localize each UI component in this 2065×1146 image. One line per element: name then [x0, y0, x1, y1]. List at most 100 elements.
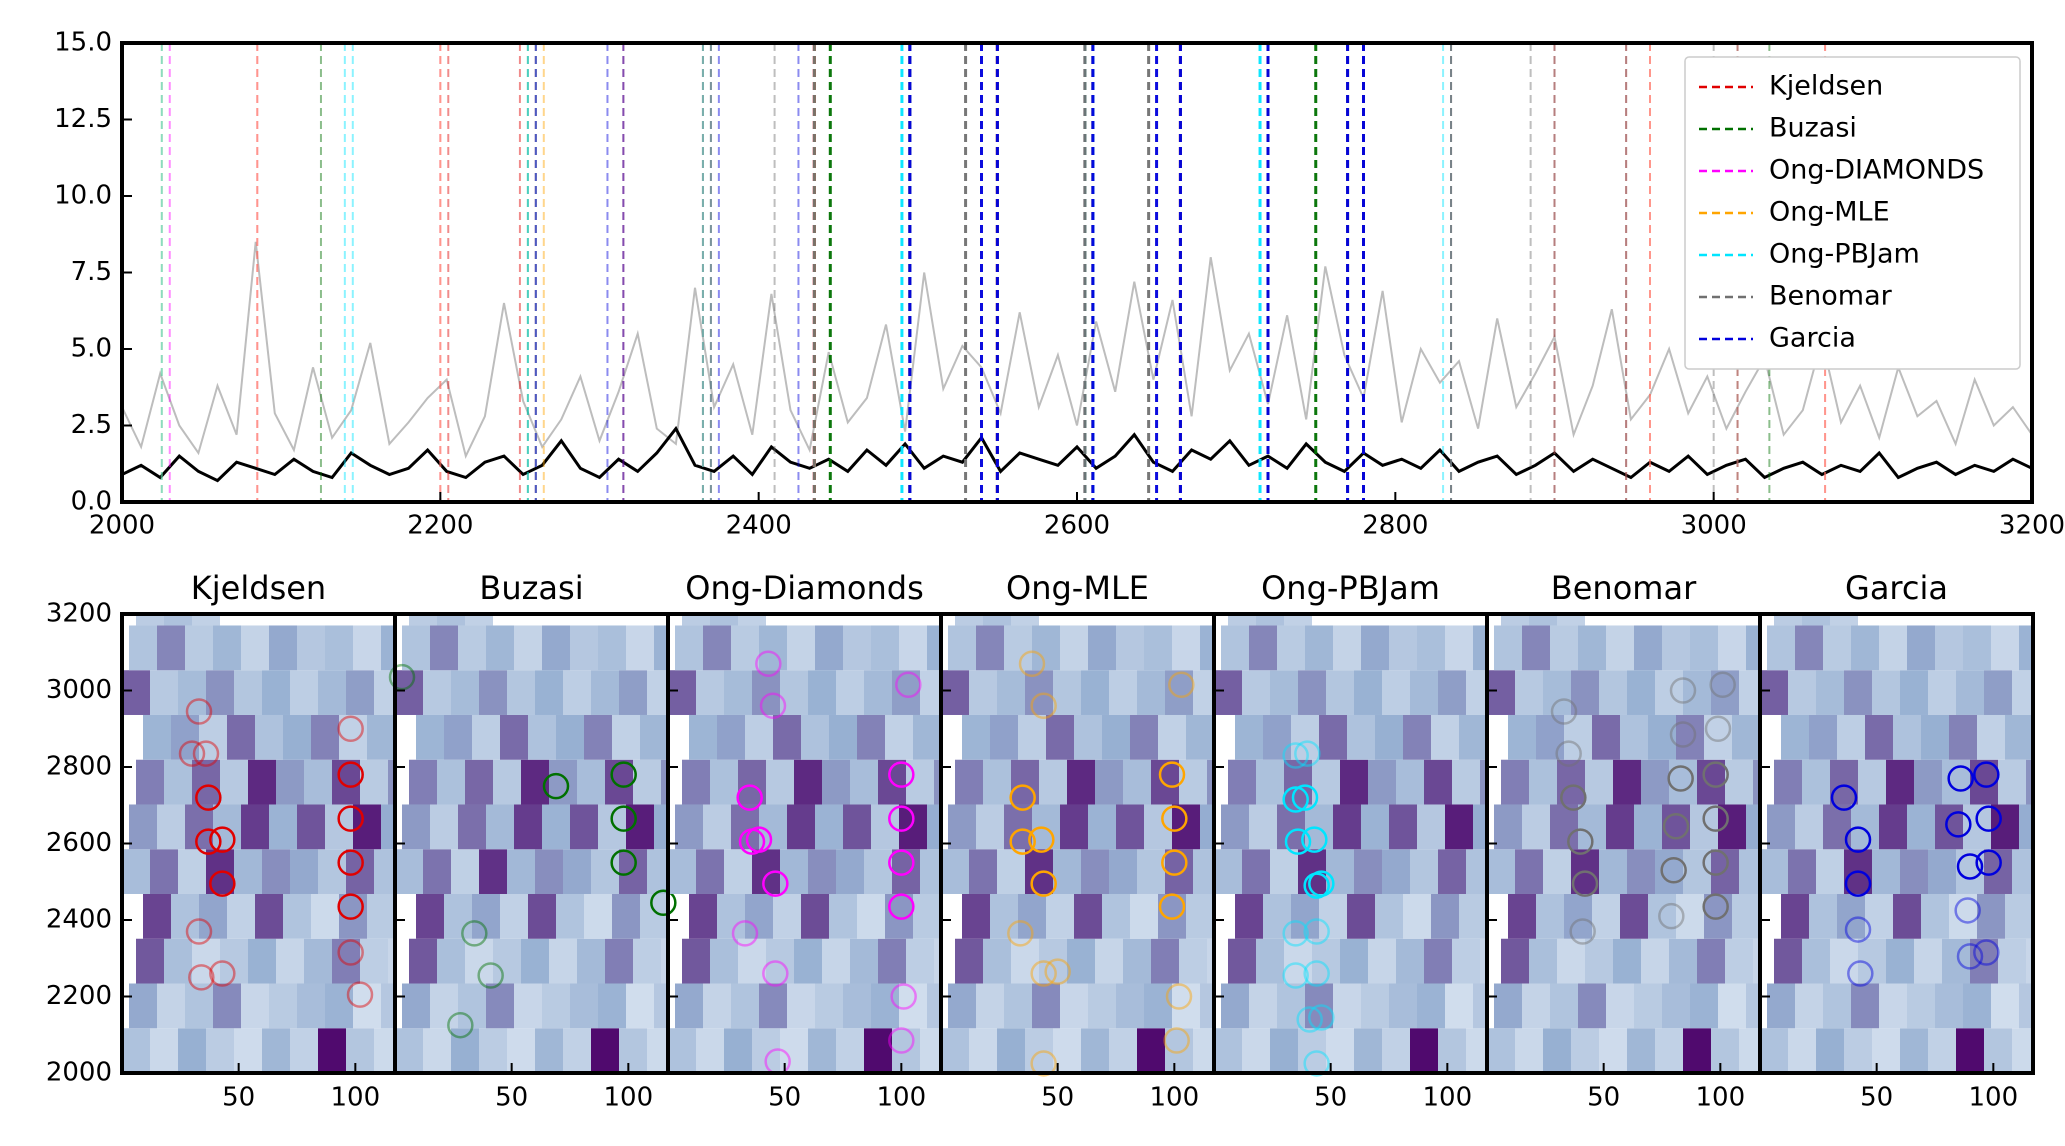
power-cell — [843, 804, 871, 850]
power-cell — [402, 625, 430, 671]
power-cell — [2005, 893, 2033, 939]
power-cell — [150, 670, 178, 715]
power-cell — [1403, 893, 1431, 939]
x-tick-label: 2600 — [1044, 511, 1110, 541]
power-cell — [1683, 1028, 1711, 1073]
power-cell — [591, 670, 619, 715]
power-cell — [199, 714, 227, 760]
power-cell — [780, 670, 808, 715]
power-cell — [1249, 625, 1277, 671]
power-cell — [1767, 625, 1795, 671]
power-cell — [318, 1028, 346, 1073]
power-cell — [430, 625, 458, 671]
power-cell — [1823, 983, 1851, 1029]
power-cell — [1998, 759, 2026, 805]
power-cell — [1445, 983, 1473, 1029]
power-cell — [171, 893, 199, 939]
power-cell — [1270, 849, 1298, 894]
mode-marker — [1009, 784, 1036, 811]
power-cell — [738, 938, 766, 984]
power-cell — [1753, 759, 1760, 805]
power-cell — [535, 849, 563, 894]
power-cell — [2019, 804, 2033, 850]
power-cell — [507, 670, 535, 715]
mode-marker — [1567, 828, 1594, 855]
power-cell — [220, 938, 248, 984]
power-cell — [766, 759, 794, 805]
power-cell — [1529, 938, 1557, 984]
mode-marker — [1571, 870, 1599, 897]
power-cell — [1907, 804, 1935, 850]
power-cell — [661, 759, 668, 805]
mode-marker — [1308, 870, 1335, 897]
power-cell — [1424, 938, 1452, 984]
power-cell — [1305, 625, 1333, 671]
power-cell — [1634, 625, 1662, 671]
power-cell — [1564, 714, 1592, 760]
power-cell — [185, 983, 213, 1029]
power-cell — [1928, 670, 1956, 715]
power-cell — [1228, 759, 1256, 805]
power-cell — [325, 625, 353, 671]
x-tick-label: 100 — [1696, 1083, 1746, 1113]
y-tick-label: 0.0 — [71, 487, 112, 517]
power-cell — [1144, 625, 1172, 671]
power-cell — [1844, 1028, 1872, 1073]
power-cell — [1410, 670, 1438, 715]
x-tick-label: 100 — [1423, 1083, 1473, 1113]
power-cell — [822, 938, 850, 984]
power-cell — [640, 714, 668, 760]
power-cell — [934, 938, 941, 984]
power-cell — [1907, 625, 1935, 671]
power-cell — [1095, 759, 1123, 805]
mode-marker — [1284, 828, 1312, 855]
x-tick-label: 100 — [1969, 1083, 2019, 1113]
power-cell — [1403, 714, 1431, 760]
power-cell — [1753, 938, 1760, 984]
power-cell — [1144, 983, 1172, 1029]
power-cell — [1263, 893, 1291, 939]
power-cell — [1886, 938, 1914, 984]
power-cell — [1256, 759, 1284, 805]
power-cell — [703, 625, 731, 671]
power-cell — [1179, 938, 1207, 984]
x-tick-label: 50 — [1041, 1083, 1074, 1113]
power-cell — [1074, 893, 1102, 939]
power-cell — [353, 804, 381, 850]
power-cell — [1116, 983, 1144, 1029]
power-cell — [899, 804, 927, 850]
power-cell — [381, 804, 395, 850]
power-cell — [1606, 625, 1634, 671]
power-cell — [1774, 614, 1802, 626]
power-cell — [1515, 849, 1543, 894]
mode-marker — [1569, 918, 1596, 945]
power-cell — [465, 759, 493, 805]
power-cell — [2012, 1028, 2033, 1073]
mode-marker — [1844, 916, 1872, 943]
power-cell — [1739, 849, 1760, 894]
power-cell — [717, 893, 745, 939]
legend-label: Benomar — [1769, 281, 1893, 312]
power-cell — [374, 670, 395, 715]
power-cell — [1606, 804, 1634, 850]
power-cell — [213, 625, 241, 671]
power-cell — [409, 759, 437, 805]
power-cell — [129, 625, 157, 671]
power-cell — [451, 670, 479, 715]
power-cell — [122, 670, 150, 715]
power-cell — [1515, 1028, 1543, 1073]
power-cell — [1690, 625, 1718, 671]
power-cell — [1522, 804, 1550, 850]
power-cell — [318, 670, 346, 715]
power-cell — [1935, 983, 1963, 1029]
power-cell — [1494, 983, 1522, 1029]
mode-marker — [209, 960, 236, 987]
power-cell — [1557, 614, 1585, 626]
power-cell — [1039, 938, 1067, 984]
mode-marker — [1009, 828, 1036, 855]
power-cell — [983, 938, 1011, 984]
mode-marker — [346, 981, 374, 1008]
power-cell — [969, 670, 997, 715]
power-cell — [962, 893, 990, 939]
power-cell — [1340, 759, 1368, 805]
